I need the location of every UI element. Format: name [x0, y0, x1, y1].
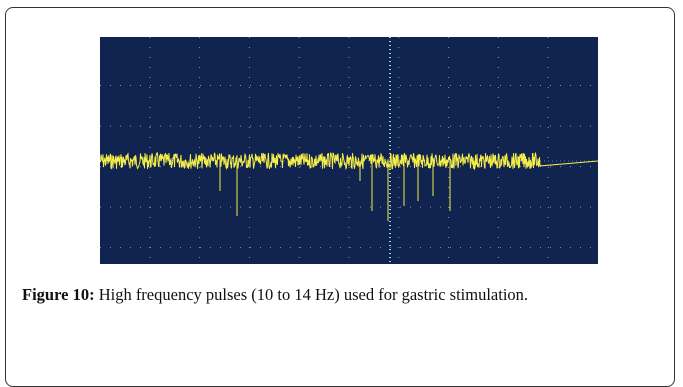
page: Figure 10: High frequency pulses (10 to … — [0, 0, 683, 378]
figure-label: Figure 10: — [22, 285, 95, 304]
oscilloscope-image — [100, 37, 598, 264]
screen — [100, 37, 598, 264]
caption-text: High frequency pulses (10 to 14 Hz) used… — [99, 285, 528, 304]
caption: Figure 10: High frequency pulses (10 to … — [22, 283, 662, 307]
